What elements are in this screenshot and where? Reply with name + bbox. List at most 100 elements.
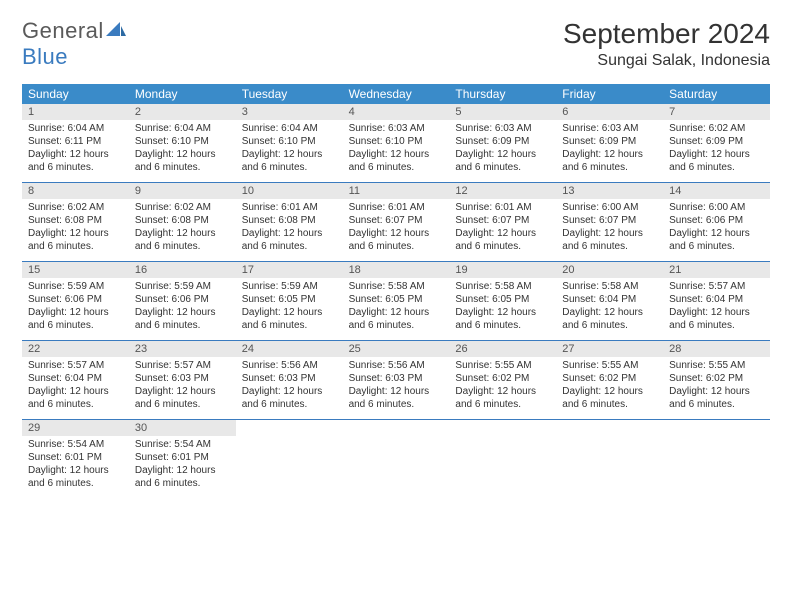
- day-number: 23: [135, 343, 230, 355]
- weekday-header: Monday: [129, 84, 236, 104]
- daylight-line: Daylight: 12 hours and 6 minutes.: [242, 306, 337, 332]
- day-number-band: 27: [556, 341, 663, 357]
- day-number-band: 1: [22, 104, 129, 120]
- calendar-day-cell: [663, 420, 770, 498]
- daylight-line: Daylight: 12 hours and 6 minutes.: [135, 385, 230, 411]
- sunset-line: Sunset: 6:07 PM: [455, 214, 550, 227]
- sunset-line: Sunset: 6:06 PM: [669, 214, 764, 227]
- day-number: 20: [562, 264, 657, 276]
- calendar-day-cell: 12Sunrise: 6:01 AMSunset: 6:07 PMDayligh…: [449, 183, 556, 261]
- calendar-day-cell: 29Sunrise: 5:54 AMSunset: 6:01 PMDayligh…: [22, 420, 129, 498]
- sunset-line: Sunset: 6:05 PM: [455, 293, 550, 306]
- calendar-week-row: 8Sunrise: 6:02 AMSunset: 6:08 PMDaylight…: [22, 182, 770, 261]
- logo-text: General Blue: [22, 18, 126, 70]
- sunset-line: Sunset: 6:04 PM: [562, 293, 657, 306]
- day-details: Sunrise: 5:55 AMSunset: 6:02 PMDaylight:…: [449, 357, 556, 415]
- sunset-line: Sunset: 6:01 PM: [135, 451, 230, 464]
- sunset-line: Sunset: 6:09 PM: [455, 135, 550, 148]
- sunrise-line: Sunrise: 5:57 AM: [135, 359, 230, 372]
- sunset-line: Sunset: 6:07 PM: [562, 214, 657, 227]
- sunrise-line: Sunrise: 5:58 AM: [455, 280, 550, 293]
- day-number: 10: [242, 185, 337, 197]
- daylight-line: Daylight: 12 hours and 6 minutes.: [28, 148, 123, 174]
- day-details: Sunrise: 6:02 AMSunset: 6:08 PMDaylight:…: [22, 199, 129, 257]
- calendar-day-cell: 26 Sunrise: 5:55 AMSunset: 6:02 PMDayligh…: [449, 341, 556, 419]
- day-number: 14: [669, 185, 764, 197]
- day-details: Sunrise: 6:02 AMSunset: 6:08 PMDaylight:…: [129, 199, 236, 257]
- calendar-body: 1 Sunrise: 6:04 AMSunset: 6:11 PMDaylight…: [22, 104, 770, 498]
- day-details: Sunrise: 6:04 AMSunset: 6:11 PMDaylight:…: [22, 120, 129, 178]
- calendar-day-cell: [449, 420, 556, 498]
- day-number-band: 10: [236, 183, 343, 199]
- calendar-day-cell: 13Sunrise: 6:00 AMSunset: 6:07 PMDayligh…: [556, 183, 663, 261]
- calendar-day-cell: 6Sunrise: 6:03 AMSunset: 6:09 PMDaylight…: [556, 104, 663, 182]
- day-details: Sunrise: 5:55 AMSunset: 6:02 PMDaylight:…: [556, 357, 663, 415]
- daylight-line: Daylight: 12 hours and 6 minutes.: [135, 306, 230, 332]
- sunrise-line: Sunrise: 5:58 AM: [562, 280, 657, 293]
- calendar-day-cell: 1 Sunrise: 6:04 AMSunset: 6:11 PMDaylight…: [22, 104, 129, 182]
- day-number: 11: [349, 185, 444, 197]
- daylight-line: Daylight: 12 hours and 6 minutes.: [28, 464, 123, 490]
- calendar-day-cell: [236, 420, 343, 498]
- calendar-day-cell: 14Sunrise: 6:00 AMSunset: 6:06 PMDayligh…: [663, 183, 770, 261]
- sunset-line: Sunset: 6:03 PM: [349, 372, 444, 385]
- day-details: Sunrise: 5:58 AMSunset: 6:05 PMDaylight:…: [449, 278, 556, 336]
- sunrise-line: Sunrise: 5:58 AM: [349, 280, 444, 293]
- sunset-line: Sunset: 6:10 PM: [242, 135, 337, 148]
- calendar-day-cell: 9 Sunrise: 6:02 AMSunset: 6:08 PMDaylight…: [129, 183, 236, 261]
- day-details: Sunrise: 5:54 AMSunset: 6:01 PMDaylight:…: [22, 436, 129, 494]
- day-number-band: 11: [343, 183, 450, 199]
- daylight-line: Daylight: 12 hours and 6 minutes.: [242, 148, 337, 174]
- calendar-day-cell: 2 Sunrise: 6:04 AMSunset: 6:10 PMDaylight…: [129, 104, 236, 182]
- calendar-day-cell: 3 Sunrise: 6:04 AMSunset: 6:10 PMDaylight…: [236, 104, 343, 182]
- sunrise-line: Sunrise: 5:59 AM: [135, 280, 230, 293]
- day-details: Sunrise: 5:58 AMSunset: 6:04 PMDaylight:…: [556, 278, 663, 336]
- sunrise-line: Sunrise: 5:56 AM: [349, 359, 444, 372]
- calendar-day-cell: 20 Sunrise: 5:58 AMSunset: 6:04 PMDayligh…: [556, 262, 663, 340]
- sunrise-line: Sunrise: 6:02 AM: [28, 201, 123, 214]
- day-number: 28: [669, 343, 764, 355]
- day-details: Sunrise: 6:04 AMSunset: 6:10 PMDaylight:…: [129, 120, 236, 178]
- sunset-line: Sunset: 6:09 PM: [669, 135, 764, 148]
- sunset-line: Sunset: 6:04 PM: [669, 293, 764, 306]
- daylight-line: Daylight: 12 hours and 6 minutes.: [28, 306, 123, 332]
- daylight-line: Daylight: 12 hours and 6 minutes.: [669, 227, 764, 253]
- day-details: Sunrise: 5:55 AMSunset: 6:02 PMDaylight:…: [663, 357, 770, 415]
- sunset-line: Sunset: 6:08 PM: [135, 214, 230, 227]
- sunset-line: Sunset: 6:06 PM: [135, 293, 230, 306]
- day-number-band: 19: [449, 262, 556, 278]
- calendar-day-cell: 4Sunrise: 6:03 AMSunset: 6:10 PMDaylight…: [343, 104, 450, 182]
- day-number: 19: [455, 264, 550, 276]
- calendar-day-cell: [556, 420, 663, 498]
- day-number: 27: [562, 343, 657, 355]
- day-number-band: 24: [236, 341, 343, 357]
- day-number: 26: [455, 343, 550, 355]
- day-number: 3: [242, 106, 337, 118]
- day-number-band: 2: [129, 104, 236, 120]
- day-number: 2: [135, 106, 230, 118]
- day-number: 9: [135, 185, 230, 197]
- day-number-band: 20: [556, 262, 663, 278]
- day-details: Sunrise: 5:59 AMSunset: 6:06 PMDaylight:…: [129, 278, 236, 336]
- sunset-line: Sunset: 6:08 PM: [242, 214, 337, 227]
- day-details: Sunrise: 5:57 AMSunset: 6:04 PMDaylight:…: [22, 357, 129, 415]
- sunrise-line: Sunrise: 6:04 AM: [135, 122, 230, 135]
- calendar-day-cell: 24Sunrise: 5:56 AMSunset: 6:03 PMDayligh…: [236, 341, 343, 419]
- sunrise-line: Sunrise: 6:01 AM: [349, 201, 444, 214]
- day-number-band: 28: [663, 341, 770, 357]
- day-details: Sunrise: 6:03 AMSunset: 6:10 PMDaylight:…: [343, 120, 450, 178]
- day-details: Sunrise: 5:56 AMSunset: 6:03 PMDaylight:…: [343, 357, 450, 415]
- day-number: 1: [28, 106, 123, 118]
- weekday-header: Sunday: [22, 84, 129, 104]
- day-details: Sunrise: 5:54 AMSunset: 6:01 PMDaylight:…: [129, 436, 236, 494]
- day-details: Sunrise: 6:00 AMSunset: 6:07 PMDaylight:…: [556, 199, 663, 257]
- calendar-day-cell: 7Sunrise: 6:02 AMSunset: 6:09 PMDaylight…: [663, 104, 770, 182]
- daylight-line: Daylight: 12 hours and 6 minutes.: [242, 227, 337, 253]
- day-number: 25: [349, 343, 444, 355]
- title-block: September 2024 Sungai Salak, Indonesia: [563, 18, 770, 70]
- day-details: Sunrise: 5:56 AMSunset: 6:03 PMDaylight:…: [236, 357, 343, 415]
- daylight-line: Daylight: 12 hours and 6 minutes.: [455, 227, 550, 253]
- calendar-day-cell: 17Sunrise: 5:59 AMSunset: 6:05 PMDayligh…: [236, 262, 343, 340]
- sunrise-line: Sunrise: 6:04 AM: [242, 122, 337, 135]
- day-number-band: 29: [22, 420, 129, 436]
